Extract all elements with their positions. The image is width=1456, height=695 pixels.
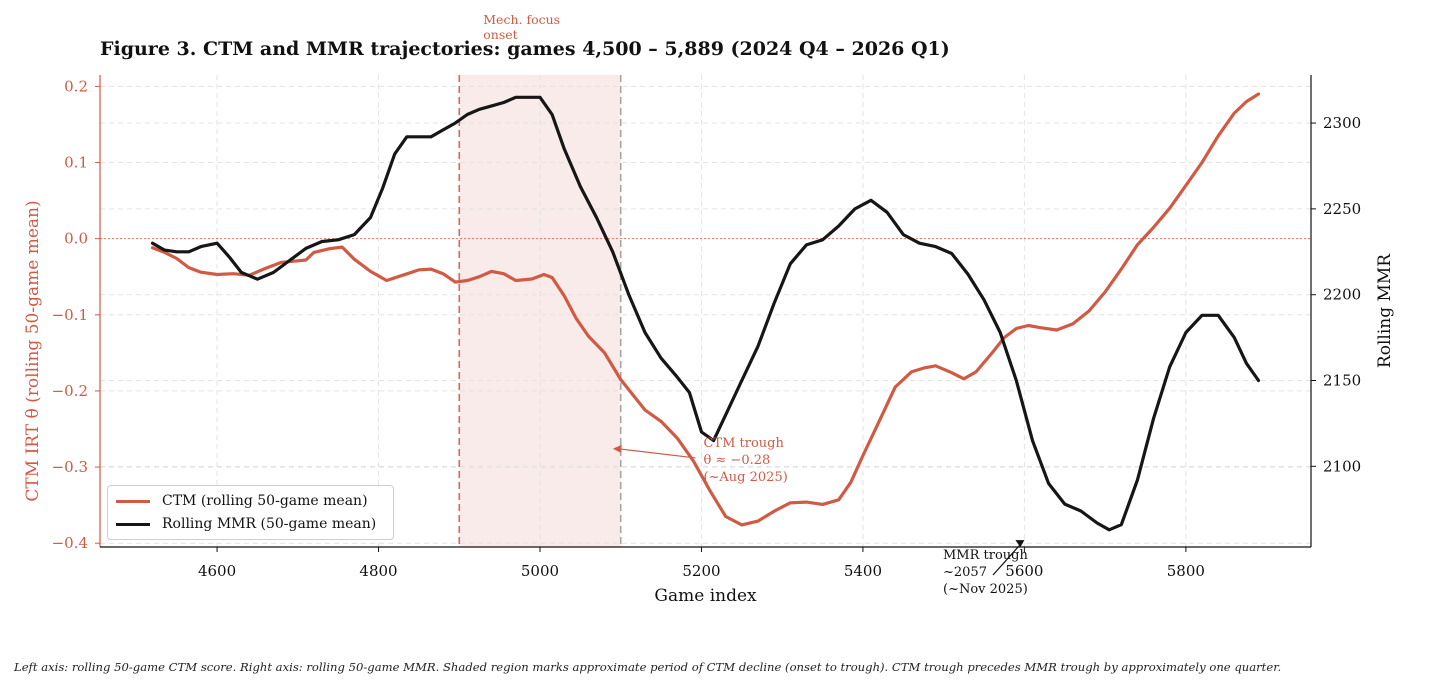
x-tick-label: 4600 xyxy=(198,562,236,580)
y-right-tick-label: 2250 xyxy=(1323,200,1361,218)
mmr-trough-annotation-line: (~Nov 2025) xyxy=(943,582,1028,597)
y-left-tick-label: −0.4 xyxy=(52,534,88,552)
y-left-tick-label: −0.3 xyxy=(52,458,88,476)
y-left-tick-label: 0.1 xyxy=(64,154,88,172)
y-left-tick-label: 0.2 xyxy=(64,77,88,95)
ctm-trough-arrowhead xyxy=(612,444,622,453)
legend-swatch-ctm xyxy=(116,499,150,503)
mmr-trough-annotation-line: ~2057 xyxy=(943,565,987,580)
x-tick-label: 5000 xyxy=(521,562,559,580)
ctm-trough-annotation-line: (~Aug 2025) xyxy=(703,470,787,485)
x-tick-label: 5600 xyxy=(1005,562,1043,580)
chart-title: Figure 3. CTM and MMR trajectories: game… xyxy=(100,38,950,60)
y-right-tick-label: 2100 xyxy=(1323,457,1361,475)
y-right-tick-label: 2150 xyxy=(1323,372,1361,390)
x-tick-label: 4800 xyxy=(359,562,397,580)
x-tick-label: 5200 xyxy=(682,562,720,580)
y-left-axis-label: CTM IRT θ (rolling 50-game mean) xyxy=(23,200,43,501)
chart-legend: CTM (rolling 50-game mean) Rolling MMR (… xyxy=(107,485,394,540)
onset-annotation-line: onset xyxy=(483,27,517,42)
mmr-trough-arrow xyxy=(992,541,1023,576)
legend-entry-ctm: CTM (rolling 50-game mean) xyxy=(116,490,368,512)
y-right-tick-label: 2300 xyxy=(1323,114,1361,132)
y-left-tick-label: 0.0 xyxy=(64,230,88,248)
ctm-trough-annotation-line: CTM trough xyxy=(703,436,784,451)
onset-annotation-line: Mech. focus xyxy=(483,12,560,27)
x-tick-label: 5800 xyxy=(1167,562,1205,580)
y-left-tick-label: −0.1 xyxy=(52,306,88,324)
x-axis-label: Game index xyxy=(654,586,757,606)
legend-entry-mmr: Rolling MMR (50-game mean) xyxy=(116,513,376,535)
legend-label-ctm: CTM (rolling 50-game mean) xyxy=(162,493,368,509)
legend-label-mmr: Rolling MMR (50-game mean) xyxy=(162,516,377,532)
ctm-trough-arrow xyxy=(618,448,696,459)
mmr-trough-arrowhead xyxy=(1015,540,1025,548)
y-left-tick-label: −0.2 xyxy=(52,382,88,400)
ctm-series-line xyxy=(150,92,1261,527)
figure-caption: Left axis: rolling 50-game CTM score. Ri… xyxy=(14,660,1282,674)
legend-swatch-mmr xyxy=(116,522,150,526)
y-right-tick-label: 2200 xyxy=(1323,286,1361,304)
ctm-trough-annotation-line: θ ≈ −0.28 xyxy=(703,453,770,468)
mmr-series-line xyxy=(150,95,1261,532)
x-tick-label: 5400 xyxy=(844,562,882,580)
y-right-axis-label: Rolling MMR xyxy=(1375,253,1395,368)
